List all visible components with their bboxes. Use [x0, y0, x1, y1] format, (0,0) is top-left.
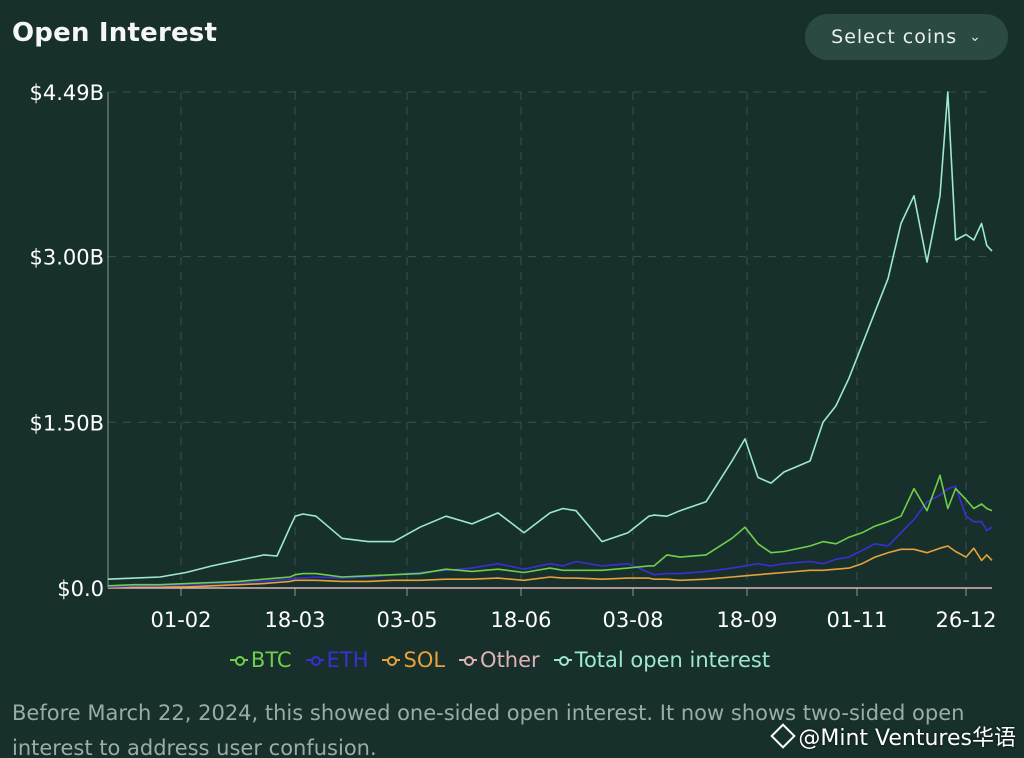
- watermark-text: @Mint Ventures华语: [798, 726, 1016, 751]
- legend-marker-eth: [305, 651, 324, 669]
- chevron-down-icon: ⌄: [969, 29, 982, 45]
- series-line-sol: [107, 545, 993, 589]
- chart-footnote: Before March 22, 2024, this showed one-s…: [12, 701, 965, 758]
- legend-item-total[interactable]: Total open interest: [553, 648, 771, 672]
- watermark-logo-icon: [770, 723, 797, 749]
- series-line-btc: [107, 474, 993, 587]
- open-interest-chart: $0.0 $1.50B $3.00B $4.49B 01-02 18-03 03-05 18-…: [29, 81, 996, 632]
- select-coins-button[interactable]: Select coins ⌄: [805, 14, 1008, 60]
- legend-label-btc: BTC: [250, 648, 292, 672]
- y-tick-label: $4.49B: [29, 81, 104, 105]
- series-line-eth: [107, 485, 993, 588]
- legend-marker-other: [459, 651, 478, 669]
- x-tick-label: 01-11: [826, 608, 887, 632]
- legend-label-eth: ETH: [326, 648, 369, 672]
- x-tick-label: 01-02: [150, 608, 211, 632]
- legend-marker-btc: [229, 651, 248, 669]
- legend-label-total: Total open interest: [574, 648, 771, 672]
- legend-item-btc[interactable]: BTC: [229, 648, 292, 672]
- y-tick-label: $3.00B: [29, 246, 104, 270]
- legend-item-eth[interactable]: ETH: [305, 648, 369, 672]
- legend-item-sol[interactable]: SOL: [382, 648, 445, 672]
- watermark: @Mint Ventures华语: [770, 720, 1016, 752]
- series-line-total: [107, 91, 993, 580]
- x-tick-label: 03-05: [376, 608, 437, 632]
- x-tick-label: 03-08: [602, 608, 663, 632]
- legend-marker-sol: [382, 651, 401, 669]
- chart-legend: BTC ETH SOL Other Total open interest: [0, 648, 1000, 672]
- legend-label-other: Other: [480, 648, 540, 672]
- x-tick-label: 18-06: [490, 608, 551, 632]
- select-coins-label: Select coins: [831, 26, 958, 48]
- x-tick-label: 26-12: [935, 608, 996, 632]
- y-tick-label: $1.50B: [29, 411, 104, 435]
- legend-item-other[interactable]: Other: [459, 648, 540, 672]
- legend-label-sol: SOL: [403, 648, 446, 672]
- x-tick-label: 18-09: [716, 608, 777, 632]
- x-tick-label: 18-03: [264, 608, 325, 632]
- legend-marker-total: [553, 651, 572, 669]
- y-tick-label: $0.0: [57, 577, 104, 601]
- page-title: Open Interest: [12, 18, 218, 48]
